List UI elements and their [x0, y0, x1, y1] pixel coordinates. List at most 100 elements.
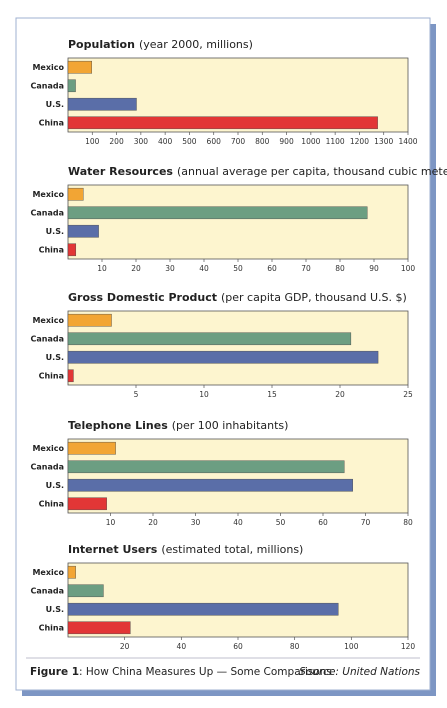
- x-tick-label: 60: [318, 518, 328, 527]
- x-tick-label: 1100: [326, 137, 345, 146]
- x-tick-label: 40: [199, 264, 209, 273]
- bar: [67, 243, 77, 257]
- bar: [67, 224, 99, 238]
- chart-title: Telephone Lines (per 100 inhabitants): [68, 419, 288, 432]
- caption-text: : How China Measures Up — Some Compariso…: [79, 666, 332, 678]
- chart-subtitle: (estimated total, millions): [161, 543, 303, 556]
- bar: [67, 116, 378, 130]
- bar: [67, 602, 339, 616]
- bar: [67, 60, 92, 74]
- chart-title-main: Internet Users: [68, 543, 158, 556]
- caption-label: Figure 1: [30, 666, 79, 678]
- plot-area: [67, 184, 409, 260]
- category-label: China: [39, 118, 64, 127]
- x-tick-label: 40: [177, 642, 187, 651]
- x-tick-label: 10: [106, 518, 116, 527]
- x-tick-label: 10: [199, 390, 209, 399]
- category-label: U.S.: [46, 227, 64, 236]
- category-label: U.S.: [46, 353, 64, 362]
- bar: [67, 97, 137, 111]
- plot-area: [67, 310, 409, 386]
- x-tick-label: 800: [255, 137, 270, 146]
- x-tick-label: 60: [267, 264, 277, 273]
- bar: [67, 369, 74, 383]
- category-label: Canada: [31, 81, 65, 90]
- chart-title-main: Population: [68, 38, 135, 51]
- x-tick-label: 100: [85, 137, 100, 146]
- x-tick-label: 40: [233, 518, 243, 527]
- category-label: Mexico: [32, 568, 64, 577]
- category-label: U.S.: [46, 481, 64, 490]
- x-tick-label: 20: [148, 518, 158, 527]
- category-label: China: [39, 499, 64, 508]
- bar: [67, 206, 368, 220]
- chart-subtitle: (per 100 inhabitants): [172, 419, 289, 432]
- chart-subtitle: (per capita GDP, thousand U.S. $): [221, 291, 407, 304]
- bar: [67, 332, 352, 346]
- chart-title: Water Resources (annual average per capit…: [68, 165, 447, 178]
- x-tick-label: 1000: [301, 137, 320, 146]
- chart-subtitle: (annual average per capita, thousand cub…: [177, 165, 447, 178]
- x-tick-label: 60: [233, 642, 243, 651]
- caption: Figure 1: How China Measures Up — Some C…: [30, 666, 332, 678]
- x-tick-label: 1300: [374, 137, 393, 146]
- x-tick-label: 200: [109, 137, 124, 146]
- x-tick-label: 80: [290, 642, 300, 651]
- category-label: China: [39, 245, 64, 254]
- x-tick-label: 300: [134, 137, 149, 146]
- x-tick-label: 80: [335, 264, 345, 273]
- x-tick-label: 600: [207, 137, 222, 146]
- chart-title: Population (year 2000, millions): [68, 38, 253, 51]
- x-tick-label: 700: [231, 137, 246, 146]
- category-label: Canada: [31, 208, 65, 217]
- chart-title-main: Gross Domestic Product: [68, 291, 217, 304]
- x-tick-label: 50: [276, 518, 286, 527]
- x-tick-label: 1200: [350, 137, 369, 146]
- bar: [67, 478, 353, 492]
- x-tick-label: 25: [403, 390, 413, 399]
- x-tick-label: 1400: [398, 137, 417, 146]
- x-tick-label: 20: [131, 264, 141, 273]
- bar: [67, 441, 116, 455]
- x-tick-label: 400: [158, 137, 173, 146]
- x-tick-label: 30: [165, 264, 175, 273]
- bar: [67, 584, 104, 598]
- caption-source: Source: United Nations: [299, 666, 420, 678]
- bar: [67, 187, 84, 201]
- bar: [67, 460, 345, 474]
- chart-title: Internet Users (estimated total, millions…: [68, 543, 303, 556]
- category-label: China: [39, 371, 64, 380]
- category-label: China: [39, 623, 64, 632]
- x-tick-label: 10: [97, 264, 107, 273]
- x-tick-label: 90: [369, 264, 379, 273]
- bar: [67, 313, 112, 327]
- category-label: Mexico: [32, 316, 64, 325]
- category-label: U.S.: [46, 605, 64, 614]
- x-tick-label: 500: [182, 137, 197, 146]
- x-tick-label: 70: [361, 518, 371, 527]
- category-label: Mexico: [32, 444, 64, 453]
- bar: [67, 79, 76, 93]
- x-tick-label: 30: [191, 518, 201, 527]
- x-tick-label: 20: [120, 642, 130, 651]
- category-label: Canada: [31, 334, 65, 343]
- x-tick-label: 80: [403, 518, 413, 527]
- chart-title-main: Telephone Lines: [68, 419, 168, 432]
- plot-area: [67, 438, 409, 514]
- category-label: Mexico: [32, 63, 64, 72]
- x-tick-label: 50: [233, 264, 243, 273]
- x-tick-label: 100: [401, 264, 416, 273]
- chart-title-main: Water Resources: [68, 165, 173, 178]
- category-label: U.S.: [46, 100, 64, 109]
- x-tick-label: 70: [301, 264, 311, 273]
- category-label: Canada: [31, 586, 65, 595]
- x-tick-label: 120: [401, 642, 416, 651]
- chart-title: Gross Domestic Product (per capita GDP, t…: [68, 291, 407, 304]
- x-tick-label: 15: [267, 390, 277, 399]
- x-tick-label: 900: [279, 137, 294, 146]
- chart-subtitle: (year 2000, millions): [139, 38, 253, 51]
- bar: [67, 621, 131, 635]
- category-label: Mexico: [32, 190, 64, 199]
- bar: [67, 350, 379, 364]
